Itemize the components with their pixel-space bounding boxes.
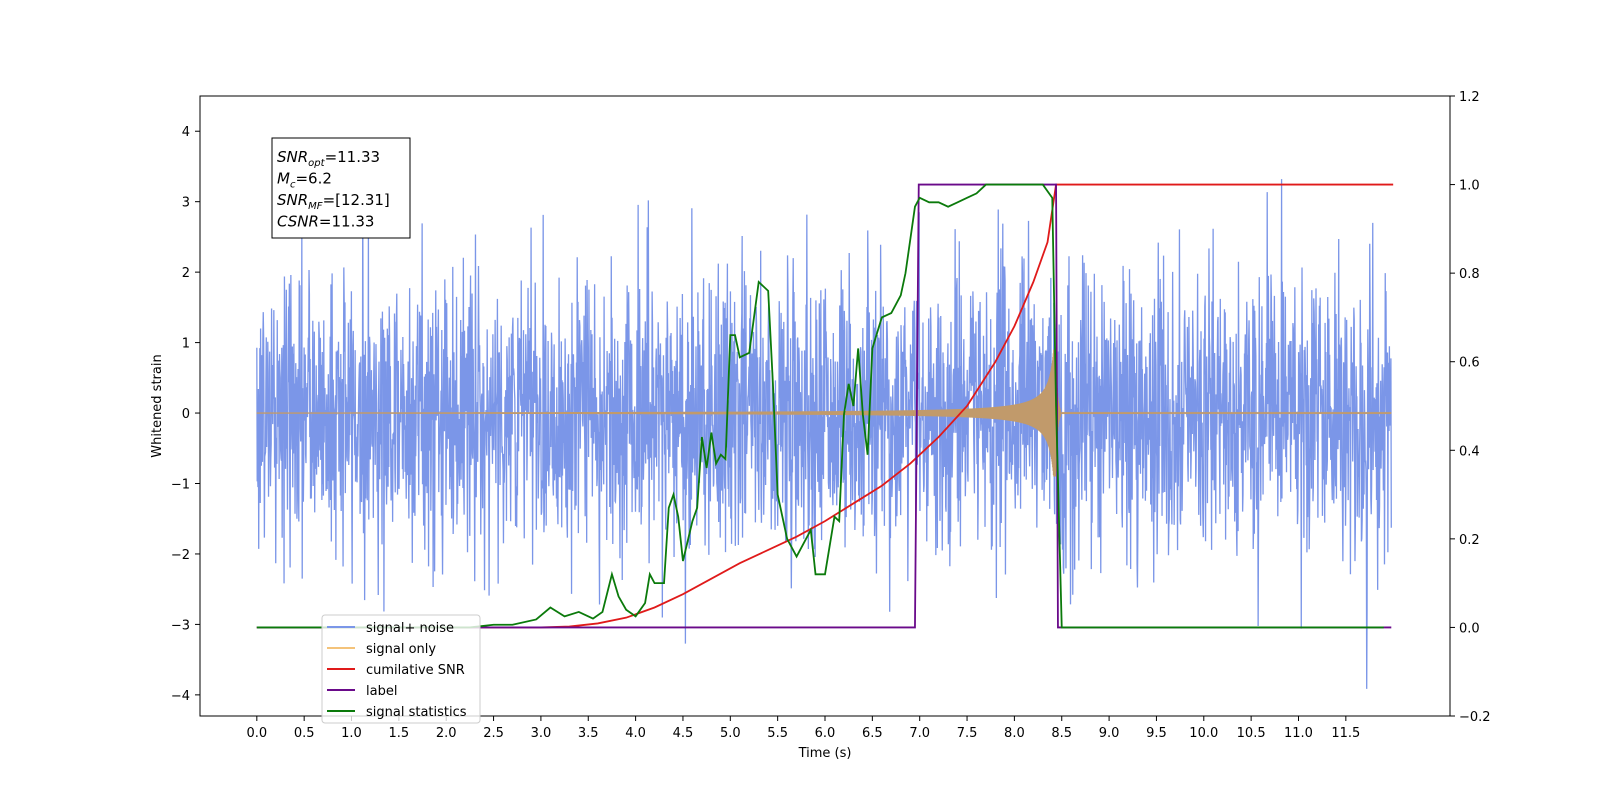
annotation-line: SNRMF=[12.31]	[277, 191, 390, 212]
y-tick-label: 4	[182, 125, 190, 140]
x-axis: 0.0 0.5 1.0 1.5 2.0 2.5 3.0 3.5 4.0 4.5 5.0 5.5 6.0 6…	[246, 716, 1360, 741]
series-signal-plus-noise-line	[256, 179, 1392, 689]
y-right-tick-label: 1.2	[1459, 90, 1480, 105]
x-tick-label: 2.5	[483, 726, 504, 741]
y-tick-label: 2	[182, 266, 190, 281]
y-tick-label: 1	[182, 337, 190, 352]
y-right-tick-label: −0.2	[1459, 710, 1491, 725]
x-tick-label: 4.5	[673, 726, 694, 741]
y-right-tick-label: 1.0	[1459, 179, 1480, 194]
x-tick-label: 8.0	[1004, 726, 1025, 741]
x-tick-label: 10.5	[1237, 726, 1266, 741]
y-tick-label: −3	[171, 618, 190, 633]
y-tick-label: −4	[171, 689, 190, 704]
y-axis-label: Whitened strain	[150, 354, 165, 457]
x-tick-label: 8.5	[1051, 726, 1072, 741]
legend-label: cumilative SNR	[366, 663, 465, 678]
x-tick-label: 7.5	[957, 726, 978, 741]
x-tick-label: 3.0	[531, 726, 552, 741]
x-axis-label: Time (s)	[798, 746, 852, 761]
legend-label: signal statistics	[366, 705, 467, 720]
x-tick-label: 2.0	[436, 726, 457, 741]
x-tick-label: 9.0	[1099, 726, 1120, 741]
y-right-tick-label: 0.2	[1459, 533, 1480, 548]
y-tick-label: −2	[171, 548, 190, 563]
x-tick-label: 1.0	[341, 726, 362, 741]
y-axis-right: −0.2 0.0 0.2 0.4 0.6 0.8 1.0 1.2	[1450, 90, 1491, 725]
annotation-frame	[271, 137, 411, 239]
legend-label: signal only	[366, 642, 436, 657]
legend-label: signal+ noise	[366, 621, 454, 636]
x-tick-label: 3.5	[578, 726, 599, 741]
annotation-line: Mc=6.2	[277, 170, 332, 191]
x-tick-label: 7.0	[909, 726, 930, 741]
x-tick-label: 10.0	[1189, 726, 1218, 741]
legend-frame	[321, 614, 481, 724]
x-tick-label: 5.5	[767, 726, 788, 741]
y-right-tick-label: 0.0	[1459, 621, 1480, 636]
x-tick-label: 9.5	[1146, 726, 1167, 741]
x-tick-label: 5.0	[720, 726, 741, 741]
series-signal-only-line	[256, 349, 1392, 477]
legend: signal+ noise signal only cumilative SNR la…	[321, 614, 481, 724]
annotation-box: SNRopt=11.33Mc=6.2SNRMF=[12.31]CSNR=11.3…	[271, 137, 411, 239]
y-right-tick-label: 0.4	[1459, 444, 1480, 459]
y-tick-label: 3	[182, 196, 190, 211]
x-tick-label: 6.0	[815, 726, 836, 741]
x-tick-label: 0.5	[294, 726, 315, 741]
x-tick-label: 4.0	[625, 726, 646, 741]
series-cumulative-snr-line	[256, 183, 1394, 629]
series-signal-statistics-line	[256, 183, 1384, 629]
x-tick-label: 0.0	[246, 726, 267, 741]
legend-label: label	[366, 684, 397, 699]
plot-area	[256, 179, 1394, 689]
x-tick-label: 11.0	[1284, 726, 1313, 741]
y-tick-label: −1	[171, 478, 190, 493]
annotation-line: SNRopt=11.33	[277, 148, 380, 169]
annotation-line: CSNR=11.33	[277, 213, 374, 231]
y-right-tick-label: 0.6	[1459, 356, 1480, 371]
y-tick-label: 0	[182, 407, 190, 422]
y-axis-left: −4 −3 −2 −1 0 1 2 3 4	[171, 125, 200, 704]
y-right-tick-label: 0.8	[1459, 267, 1480, 282]
x-tick-label: 6.5	[862, 726, 883, 741]
x-tick-label: 1.5	[389, 726, 410, 741]
x-tick-label: 11.5	[1331, 726, 1360, 741]
